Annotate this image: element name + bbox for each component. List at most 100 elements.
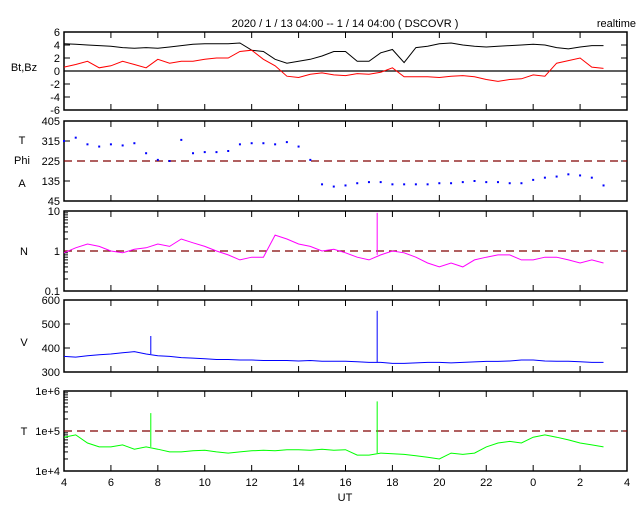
data-point-phi [590, 176, 593, 179]
data-point-phi [543, 176, 546, 179]
data-point-phi [121, 144, 124, 147]
x-tick-label: 4 [624, 477, 630, 489]
data-point-phi [414, 183, 417, 186]
panel-t: 1e+6 1e+5 1e+4 T [21, 386, 628, 478]
y-tick-label: 6 [54, 27, 60, 39]
data-point-phi [168, 160, 171, 162]
x-tick-label: 2 [577, 477, 583, 489]
y-tick-label: 1e+4 [35, 466, 60, 478]
data-point-phi [227, 150, 230, 152]
data-point-phi [532, 178, 535, 181]
y-tick-label: -6 [50, 105, 60, 117]
x-tick-label: 16 [339, 477, 351, 489]
y-tick-label: 400 [42, 343, 60, 355]
y-tick-label: 315 [42, 136, 60, 148]
data-point-phi [344, 184, 347, 187]
y-tick-label: 500 [42, 319, 60, 331]
realtime-label: realtime [597, 18, 636, 30]
x-tick-label: 20 [433, 477, 445, 489]
data-point-phi [461, 181, 464, 184]
x-tick-label: 8 [155, 477, 161, 489]
data-point-phi [297, 145, 300, 148]
panel-label: V [20, 337, 28, 349]
data-point-phi [403, 183, 406, 186]
data-point-phi [485, 181, 488, 184]
data-point-phi [602, 184, 605, 187]
x-tick-label: 22 [480, 477, 492, 489]
data-point-phi [238, 143, 241, 146]
data-point-phi [426, 183, 429, 186]
series-bt [63, 42, 604, 64]
data-point-phi [391, 183, 394, 186]
panel-label: N [20, 246, 28, 258]
panel-label: Phi [14, 155, 30, 167]
series-t [63, 434, 604, 460]
y-tick-label: 45 [48, 196, 60, 208]
x-tick-label: 14 [292, 477, 304, 489]
data-point-phi [145, 152, 148, 155]
y-tick-label: 300 [42, 367, 60, 379]
data-point-phi [309, 158, 312, 161]
data-point-phi [203, 151, 206, 154]
data-point-phi [379, 181, 382, 184]
data-point-phi [438, 182, 441, 185]
panel-label: Bt,Bz [11, 62, 37, 74]
x-tick-label: 12 [246, 477, 258, 489]
panel-label: T [19, 135, 26, 147]
data-point-phi [74, 136, 77, 139]
data-point-phi [98, 145, 101, 148]
series-n [63, 234, 604, 268]
data-point-phi [555, 175, 558, 178]
series-bz [63, 49, 604, 82]
panel-phi: 405 315 225 135 45 T Phi A [14, 116, 628, 208]
data-point-phi [367, 181, 370, 184]
chart-title: 2020 / 1 / 13 04:00 -- 1 / 14 04:00 ( DS… [232, 18, 459, 30]
data-point-phi [215, 151, 218, 154]
data-point-phi [520, 182, 523, 185]
y-tick-label: 0 [54, 66, 60, 78]
data-point-phi [496, 181, 499, 184]
y-tick-label: 4 [54, 40, 60, 52]
y-tick-label: 1 [54, 246, 60, 258]
x-axis-label: UT [338, 492, 353, 504]
data-point-phi [192, 152, 195, 155]
y-tick-label: 225 [42, 156, 60, 168]
data-point-phi [156, 158, 159, 161]
x-tick-label: 0 [530, 477, 536, 489]
data-point-phi [250, 142, 253, 145]
data-point-phi [285, 141, 288, 144]
data-point-phi [356, 182, 359, 185]
chart-panels: 6420-2-4-6Bt,Bz40531522513545TPhiA1010.1… [11, 27, 630, 489]
data-point-phi [133, 142, 136, 145]
y-tick-label: -2 [50, 79, 60, 91]
y-tick-label: -4 [50, 92, 60, 104]
y-tick-label: 405 [42, 116, 60, 128]
x-tick-label: 18 [386, 477, 398, 489]
data-point-phi [473, 180, 476, 182]
panel-n: 10 1 0.1 N [20, 206, 628, 298]
data-point-phi [321, 183, 324, 186]
data-point-phi [332, 185, 335, 188]
series-v [63, 351, 604, 364]
y-tick-label: 135 [42, 176, 60, 188]
data-point-phi [86, 143, 89, 146]
data-point-phi [262, 142, 265, 145]
x-tick-label: 10 [199, 477, 211, 489]
y-tick-label: 1e+5 [35, 426, 60, 438]
data-point-phi [567, 173, 570, 176]
y-tick-label: 10 [48, 206, 60, 218]
data-point-phi [579, 174, 582, 177]
panel-label: A [18, 178, 26, 190]
x-tick-label: 6 [108, 477, 114, 489]
y-tick-label: 2 [54, 53, 60, 65]
y-tick-label: 0.1 [45, 286, 60, 298]
data-point-phi [450, 182, 453, 185]
data-point-phi [63, 140, 65, 142]
data-point-phi [109, 143, 112, 146]
panel-v: 600 500 400 300 V [20, 295, 628, 379]
y-tick-label: 600 [42, 295, 60, 307]
data-point-phi [274, 143, 277, 146]
x-tick-label: 4 [61, 477, 67, 489]
